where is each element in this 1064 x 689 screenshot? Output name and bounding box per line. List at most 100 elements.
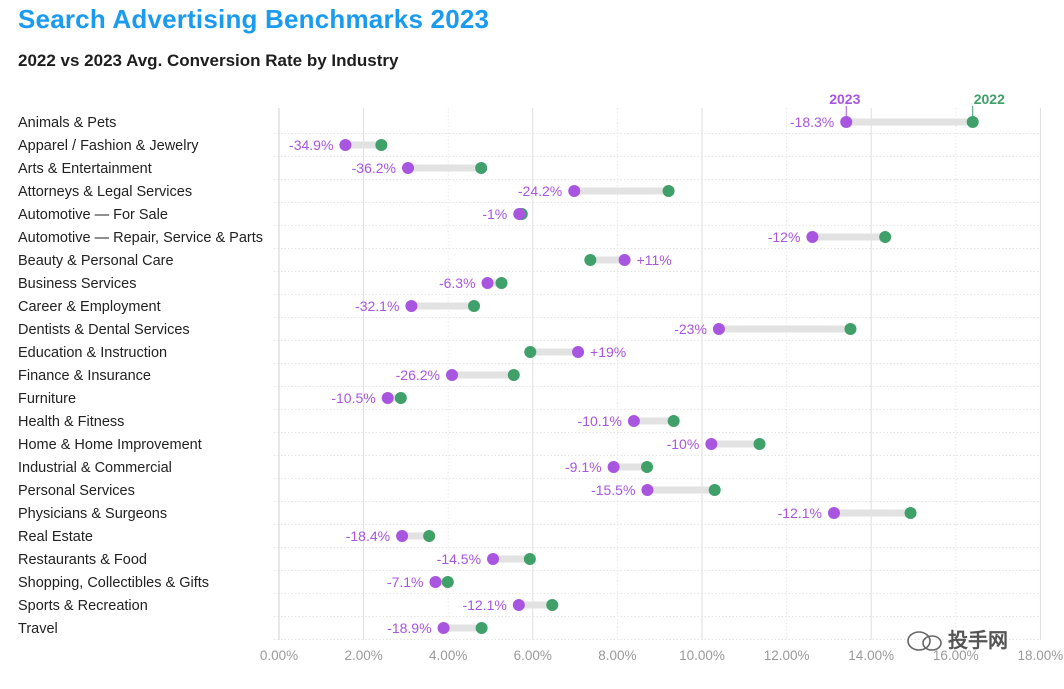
change-label: -18.9% [387,620,431,636]
point-2023 [618,254,631,266]
point-2023 [627,415,640,427]
category-label: Automotive — For Sale [18,207,168,223]
x-tick-label: 2.00% [344,648,382,663]
point-2023 [513,208,526,220]
x-tick-label: 16.00% [933,648,979,663]
point-2023 [481,277,494,289]
point-2023 [487,553,500,565]
change-label: -6.3% [439,275,476,291]
change-label: -10.1% [578,413,622,429]
point-2023 [712,323,725,335]
point-2023 [840,116,853,128]
point-2022 [475,162,488,174]
category-label: Career & Employment [18,299,161,315]
change-label: +19% [590,344,626,360]
category-label: Restaurants & Food [18,552,147,568]
point-2022 [904,507,917,519]
x-tick-label: 18.00% [1018,648,1064,663]
category-label: Apparel / Fashion & Jewelry [18,138,199,154]
category-label: Sports & Recreation [18,598,148,614]
change-label: -12.1% [778,505,822,521]
category-label: Automotive — Repair, Service & Parts [18,230,263,246]
point-2022 [495,277,508,289]
point-2023 [429,576,442,588]
change-label: -24.2% [518,183,562,199]
grid-layer [274,108,1041,640]
point-2023 [405,300,418,312]
category-label: Attorneys & Legal Services [18,184,192,200]
point-2022 [546,599,559,611]
change-label: +11% [637,252,672,268]
point-2022 [475,622,488,634]
change-label: -18.4% [346,528,390,544]
change-label: -7.1% [387,574,424,590]
watermark-text: 投手网 [948,630,1008,652]
change-label: -12% [768,229,801,245]
category-label: Industrial & Commercial [18,460,172,476]
category-label: Real Estate [18,529,93,545]
point-2022 [441,576,454,588]
point-2023 [381,392,394,404]
point-2022 [394,392,407,404]
category-label: Travel [18,621,58,637]
point-2022 [708,484,721,496]
change-label: -23% [674,321,707,337]
change-label: -34.9% [289,137,333,153]
point-2023 [402,162,415,174]
legend: 2023 2022 [829,91,1005,116]
point-2023 [607,461,620,473]
change-label: -12.1% [462,597,506,613]
x-tick-label: 12.00% [764,648,810,663]
category-label: Arts & Entertainment [18,161,152,177]
change-label: -36.2% [352,160,396,176]
x-tick-label: 4.00% [429,648,467,663]
point-2023 [396,530,409,542]
point-2023 [437,622,450,634]
category-label: Finance & Insurance [18,368,151,384]
data-marks: -18.3% -34.9% -36.2% -24.2% -1% -12% +11% -6.3%… [289,114,979,636]
point-2022 [468,300,481,312]
point-2022 [507,369,520,381]
point-2022 [641,461,654,473]
x-axis-ticks: 0.00% 2.00% 4.00% 6.00% 8.00% 10.00% 12.00% 14.… [260,648,1063,663]
change-label: -10% [667,436,700,452]
point-2022 [844,323,857,335]
point-2023 [572,346,585,358]
change-label: -32.1% [355,298,399,314]
point-2023 [827,507,840,519]
point-2022 [523,553,536,565]
chart-subtitle: 2022 vs 2023 Avg. Conversion Rate by Ind… [18,51,399,70]
category-labels: Animals & Pets Apparel / Fashion & Jewelr… [18,115,263,637]
change-label: -10.5% [331,390,375,406]
point-2022 [375,139,388,151]
point-2022 [662,185,675,197]
point-2023 [568,185,581,197]
point-2023 [446,369,459,381]
point-2023 [512,599,525,611]
category-label: Business Services [18,276,136,292]
point-2022 [524,346,537,358]
point-2023 [641,484,654,496]
point-2023 [339,139,352,151]
category-label: Health & Fitness [18,414,124,430]
x-tick-label: 0.00% [260,648,298,663]
x-tick-label: 8.00% [598,648,636,663]
point-2023 [806,231,819,243]
category-label: Beauty & Personal Care [18,253,174,269]
point-2022 [667,415,680,427]
x-tick-label: 14.00% [848,648,894,663]
legend-label-2023: 2023 [829,91,860,107]
watermark-logo-icon [907,631,942,651]
point-2022 [753,438,766,450]
category-label: Animals & Pets [18,115,116,131]
chart-title: Search Advertising Benchmarks 2023 [18,4,490,34]
change-label: -26.2% [396,367,440,383]
legend-label-2022: 2022 [974,91,1005,107]
category-label: Personal Services [18,483,135,499]
category-label: Shopping, Collectibles & Gifts [18,575,209,591]
change-label: -14.5% [437,551,481,567]
x-tick-label: 10.00% [679,648,725,663]
change-label: -9.1% [565,459,602,475]
change-label: -18.3% [790,114,834,130]
